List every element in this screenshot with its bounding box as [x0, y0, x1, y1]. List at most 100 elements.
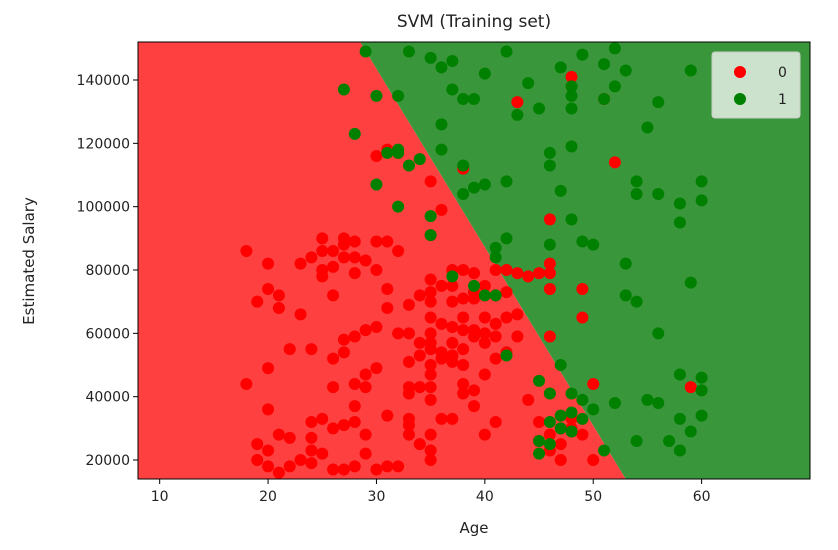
data-point-class-1	[576, 235, 589, 248]
data-point-class-0	[413, 336, 426, 349]
x-axis: 10 20 30 40 50 60	[151, 479, 711, 505]
data-point-class-1	[608, 42, 621, 55]
x-axis-label: Age	[459, 519, 488, 537]
data-point-class-0	[370, 362, 383, 375]
data-point-class-1	[598, 444, 611, 457]
data-point-class-0	[402, 355, 415, 368]
data-point-class-1	[424, 229, 437, 242]
data-point-class-0	[424, 368, 437, 381]
data-point-class-0	[359, 381, 372, 394]
data-point-class-1	[630, 295, 643, 308]
data-point-class-1	[695, 384, 708, 397]
data-point-class-0	[446, 279, 459, 292]
data-point-class-0	[424, 454, 437, 466]
data-point-class-0	[511, 330, 524, 343]
data-point-class-1	[684, 64, 697, 77]
data-point-class-1	[565, 89, 578, 102]
data-point-class-1	[619, 257, 632, 270]
data-point-class-0	[489, 317, 502, 330]
data-point-class-0	[435, 412, 448, 425]
y-axis-label: Estimated Salary	[20, 197, 38, 325]
data-point-class-1	[565, 425, 578, 438]
data-point-class-1	[554, 359, 567, 371]
data-point-class-1	[489, 241, 502, 254]
data-point-class-1	[554, 184, 567, 197]
data-point-class-0	[359, 447, 372, 460]
data-point-class-0	[348, 460, 361, 473]
data-point-class-1	[478, 178, 491, 191]
data-point-class-1	[630, 188, 643, 200]
data-point-class-1	[673, 368, 686, 381]
data-point-class-1	[468, 181, 480, 194]
data-point-class-1	[543, 438, 556, 451]
data-point-class-0	[435, 317, 448, 330]
data-point-class-1	[587, 403, 600, 416]
data-point-class-1	[673, 412, 686, 425]
data-point-class-1	[370, 89, 383, 102]
data-point-class-1	[500, 45, 513, 58]
data-point-class-0	[402, 387, 415, 400]
y-tick-label: 100000	[77, 200, 130, 216]
data-point-class-0	[489, 352, 502, 365]
data-point-class-1	[695, 409, 708, 422]
data-point-class-1	[457, 188, 470, 200]
data-point-class-0	[262, 403, 275, 416]
data-point-class-1	[392, 200, 405, 213]
data-point-class-0	[337, 238, 350, 251]
data-point-class-0	[392, 460, 405, 473]
data-point-class-0	[424, 343, 437, 356]
data-point-class-0	[424, 327, 437, 340]
data-point-class-1	[608, 80, 621, 93]
data-point-class-0	[446, 412, 459, 425]
data-point-class-0	[587, 378, 600, 390]
y-tick-label: 60000	[85, 326, 130, 342]
data-point-class-0	[424, 428, 437, 441]
data-point-class-0	[370, 235, 383, 248]
data-point-class-0	[424, 273, 437, 286]
x-tick-label: 30	[368, 489, 386, 505]
data-point-class-0	[272, 466, 285, 479]
data-point-class-1	[565, 213, 578, 226]
data-point-class-0	[392, 245, 405, 257]
data-point-class-0	[327, 245, 340, 257]
x-tick-label: 60	[693, 489, 711, 505]
data-point-class-0	[402, 428, 415, 441]
data-point-class-0	[468, 384, 480, 397]
data-points	[240, 42, 708, 479]
data-point-class-1	[652, 188, 665, 200]
data-point-class-1	[424, 210, 437, 223]
data-point-class-0	[576, 311, 589, 324]
data-point-class-0	[327, 352, 340, 365]
data-point-class-0	[359, 254, 372, 267]
data-point-class-0	[446, 336, 459, 349]
data-point-class-0	[457, 264, 470, 276]
data-point-class-0	[446, 355, 459, 368]
data-point-class-1	[511, 108, 524, 121]
data-point-class-0	[457, 387, 470, 400]
data-point-class-0	[283, 343, 296, 356]
data-point-class-0	[337, 463, 350, 476]
data-point-class-0	[533, 267, 546, 280]
data-point-class-0	[435, 279, 448, 292]
data-point-class-0	[251, 454, 264, 466]
data-point-class-1	[413, 153, 426, 166]
x-tick-label: 10	[151, 489, 169, 505]
data-point-class-0	[294, 308, 307, 321]
data-point-class-0	[262, 362, 275, 375]
data-point-class-0	[511, 308, 524, 321]
data-point-class-1	[533, 447, 546, 460]
data-point-class-1	[478, 289, 491, 302]
data-point-class-0	[424, 311, 437, 324]
data-point-class-1	[587, 238, 600, 251]
data-point-class-0	[576, 283, 589, 295]
decision-region-class-0	[138, 42, 626, 479]
data-point-class-0	[489, 264, 502, 276]
data-point-class-1	[554, 409, 567, 422]
data-point-class-1	[522, 77, 535, 90]
data-point-class-0	[262, 283, 275, 295]
data-point-class-0	[457, 311, 470, 324]
data-point-class-1	[652, 397, 665, 409]
y-tick-label: 80000	[85, 263, 130, 279]
data-point-class-1	[392, 146, 405, 159]
data-point-class-1	[608, 397, 621, 409]
